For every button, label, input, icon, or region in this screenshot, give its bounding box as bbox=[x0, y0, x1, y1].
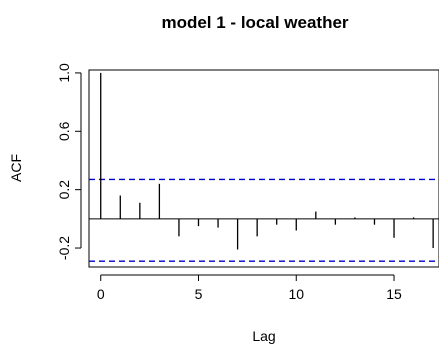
y-tick-label: 0.2 bbox=[56, 180, 72, 200]
y-tick-label: 1.0 bbox=[56, 63, 72, 83]
y-axis: -0.2 0.2 0.6 1.0 bbox=[56, 63, 82, 260]
x-tick-label: 0 bbox=[97, 286, 105, 302]
confidence-bounds bbox=[89, 178, 439, 262]
y-axis-label: ACF bbox=[8, 154, 24, 182]
x-tick-label: 15 bbox=[386, 286, 402, 302]
x-axis-label: Lag bbox=[252, 328, 275, 344]
y-tick-label: -0.2 bbox=[56, 236, 72, 260]
chart-title: model 1 - local weather bbox=[161, 13, 348, 32]
x-tick-label: 5 bbox=[195, 286, 203, 302]
x-axis: 0 5 10 15 bbox=[97, 274, 402, 302]
plot-frame bbox=[88, 69, 439, 268]
acf-bars bbox=[89, 72, 439, 250]
y-tick-label: 0.6 bbox=[56, 121, 72, 141]
x-tick-label: 10 bbox=[288, 286, 304, 302]
